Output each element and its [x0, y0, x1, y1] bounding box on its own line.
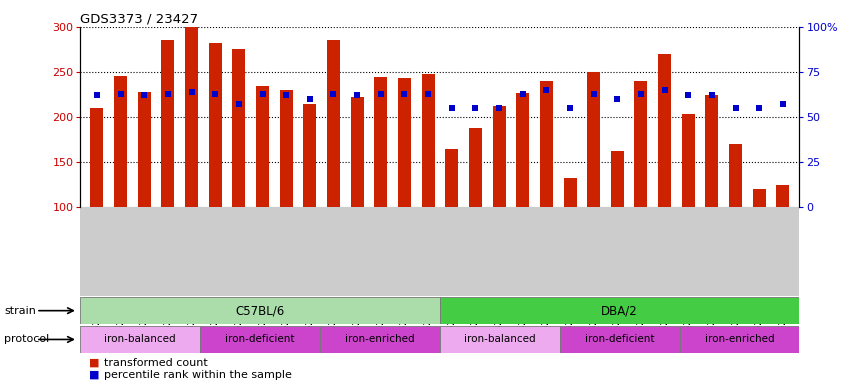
Bar	[327, 40, 340, 207]
Bar	[320, 326, 440, 353]
Text: protocol: protocol	[4, 334, 49, 344]
Bar	[753, 189, 766, 207]
Bar	[563, 177, 576, 207]
Text: ■: ■	[89, 369, 99, 379]
Bar	[80, 297, 440, 324]
Bar	[587, 72, 600, 207]
Text: ■: ■	[89, 358, 99, 368]
Bar	[445, 149, 459, 207]
Text: iron-balanced: iron-balanced	[464, 334, 536, 344]
Bar	[560, 326, 679, 353]
Text: transformed count: transformed count	[104, 358, 208, 368]
Bar	[201, 326, 320, 353]
Bar	[280, 90, 293, 207]
Text: iron-enriched: iron-enriched	[705, 334, 774, 344]
Bar	[706, 94, 718, 207]
Bar	[138, 92, 151, 207]
Bar	[469, 128, 482, 207]
Bar	[233, 50, 245, 207]
Text: DBA/2: DBA/2	[602, 304, 638, 317]
Bar	[209, 43, 222, 207]
Bar	[91, 108, 103, 207]
Bar	[777, 185, 789, 207]
Bar	[679, 326, 799, 353]
Bar	[516, 93, 530, 207]
Bar	[350, 97, 364, 207]
Bar	[682, 114, 695, 207]
Bar	[492, 106, 506, 207]
Text: iron-enriched: iron-enriched	[345, 334, 415, 344]
Bar	[374, 76, 387, 207]
Bar	[729, 144, 742, 207]
Bar	[304, 104, 316, 207]
Bar	[611, 151, 624, 207]
Bar	[162, 40, 174, 207]
Bar	[658, 54, 671, 207]
Bar	[440, 326, 560, 353]
Text: iron-deficient: iron-deficient	[225, 334, 295, 344]
Text: iron-balanced: iron-balanced	[105, 334, 176, 344]
Text: percentile rank within the sample: percentile rank within the sample	[104, 369, 292, 379]
Bar	[256, 86, 269, 207]
Bar	[440, 297, 799, 324]
Bar	[114, 76, 127, 207]
Bar	[421, 74, 435, 207]
Bar	[540, 81, 553, 207]
Text: strain: strain	[4, 306, 36, 316]
Text: C57BL/6: C57BL/6	[235, 304, 285, 317]
Bar	[634, 81, 647, 207]
Bar	[80, 326, 201, 353]
Text: GDS3373 / 23427: GDS3373 / 23427	[80, 13, 199, 26]
Text: iron-deficient: iron-deficient	[585, 334, 655, 344]
Bar	[185, 27, 198, 207]
Bar	[398, 78, 411, 207]
